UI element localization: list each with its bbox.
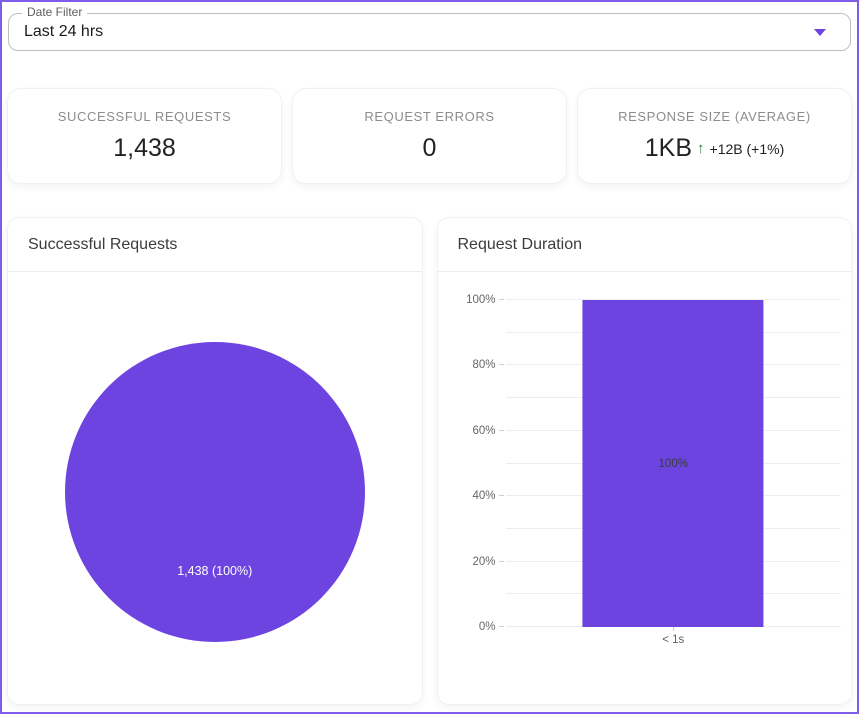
x-axis-tick-label: < 1s — [662, 634, 685, 646]
stat-label: RESPONSE SIZE (AVERAGE) — [618, 109, 811, 124]
y-axis-tick — [498, 299, 504, 300]
pie-chart: 1,438 (100%) — [8, 272, 422, 703]
y-axis-tick-label: 80% — [472, 359, 496, 372]
y-axis-tick — [498, 495, 504, 497]
date-filter-value: Last 24 hrs — [24, 23, 104, 40]
y-axis-tick-label: 0% — [478, 621, 496, 633]
charts-row: Successful Requests 1,438 (100%) Request… — [7, 217, 852, 705]
y-axis-tick-label: 60% — [472, 424, 496, 437]
stats-row: SUCCESSFUL REQUESTS 1,438 REQUEST ERRORS… — [7, 88, 852, 184]
stat-card-successful-requests: SUCCESSFUL REQUESTS 1,438 — [7, 88, 282, 184]
pie-slice-label: 1,438 (100%) — [177, 564, 253, 578]
stat-value: 1,438 — [113, 134, 176, 162]
stat-label: SUCCESSFUL REQUESTS — [57, 109, 232, 124]
stat-label: REQUEST ERRORS — [364, 109, 495, 124]
bar[interactable] — [582, 300, 764, 627]
gridline — [505, 299, 841, 300]
x-axis-tick — [673, 627, 675, 631]
y-axis-tick — [498, 560, 504, 562]
stat-card-response-size: RESPONSE SIZE (AVERAGE) 1KB ↑ +12B (+1%) — [577, 88, 852, 184]
stat-card-request-errors: REQUEST ERRORS 0 — [292, 88, 567, 184]
successful-requests-chart-card: Successful Requests 1,438 (100%) — [7, 217, 423, 705]
date-filter-select[interactable]: Date Filter Last 24 hrs — [8, 5, 851, 51]
arrow-up-icon: ↑ — [697, 140, 705, 157]
request-duration-chart-card: Request Duration 0% 20% 40% 60% 80% 100% 100% <… — [436, 217, 852, 705]
chart-title: Request Duration — [437, 218, 851, 272]
stat-value: 0 — [422, 134, 437, 162]
y-axis-tick-label: 20% — [472, 555, 496, 568]
y-axis-tick — [498, 364, 504, 366]
y-axis-tick — [498, 626, 504, 627]
bar-chart: 0% 20% 40% 60% 80% 100% 100% < 1s — [438, 272, 852, 703]
y-axis-tick-label: 40% — [472, 490, 496, 503]
bar-chart-plot-area: 0% 20% 40% 60% 80% 100% 100% < 1s — [466, 294, 841, 646]
stat-value: 1KB — [644, 134, 693, 162]
chevron-down-icon — [814, 29, 826, 36]
y-axis-tick-label: 100% — [466, 294, 496, 306]
stat-value-row: 1KB ↑ +12B (+1%) — [645, 134, 784, 163]
y-axis-tick — [498, 429, 504, 431]
bar-data-label: 100% — [658, 457, 688, 470]
stat-delta: +12B (+1%) — [709, 140, 785, 157]
pie-slice[interactable]: 1,438 (100%) — [64, 342, 365, 642]
chart-title: Successful Requests — [8, 218, 422, 272]
date-filter-label: Date Filter — [22, 5, 88, 20]
